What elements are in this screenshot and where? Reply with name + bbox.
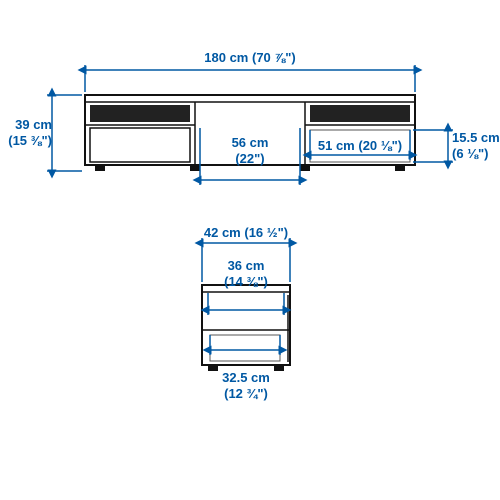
- dim-drawer-width: 51 cm (20 ⅛"): [312, 138, 408, 154]
- dim-middle-opening: 56 cm (22"): [222, 135, 278, 166]
- dim-value-in: (6 ⅛"): [452, 146, 498, 162]
- front-view: [47, 65, 453, 185]
- dim-value: 56 cm: [222, 135, 278, 151]
- dim-value: 36 cm: [215, 258, 277, 274]
- dim-total-height: 39 cm (15 ⅜"): [0, 117, 52, 148]
- dim-depth-mid: 36 cm (14 ⅜"): [215, 258, 277, 289]
- dim-value-in: (22"): [222, 151, 278, 167]
- dim-value-in: (16 ½"): [244, 225, 288, 240]
- dim-value: 32.5 cm: [214, 370, 278, 386]
- dim-depth-outer: 42 cm (16 ½"): [196, 225, 296, 241]
- dim-value-in: (70 ⅞"): [252, 50, 296, 65]
- diagram-container: 180 cm (70 ⅞") 39 cm (15 ⅜") 56 cm (22")…: [0, 0, 500, 500]
- dim-value: 15.5 cm: [452, 130, 498, 146]
- dim-value-in: (14 ⅜"): [215, 274, 277, 290]
- dim-depth-inner: 32.5 cm (12 ¾"): [214, 370, 278, 401]
- dim-value: 39 cm: [0, 117, 52, 133]
- dim-value-in: (15 ⅜"): [0, 133, 52, 149]
- dim-value-in: (20 ⅛"): [358, 138, 402, 153]
- dim-value: 42 cm: [204, 225, 241, 240]
- dim-drawer-height: 15.5 cm (6 ⅛"): [452, 130, 498, 161]
- dim-value: 180 cm: [204, 50, 248, 65]
- dim-value: 51 cm: [318, 138, 355, 153]
- diagram-svg: [0, 0, 500, 500]
- dim-value-in: (12 ¾"): [214, 386, 278, 402]
- dim-total-width: 180 cm (70 ⅞"): [190, 50, 310, 66]
